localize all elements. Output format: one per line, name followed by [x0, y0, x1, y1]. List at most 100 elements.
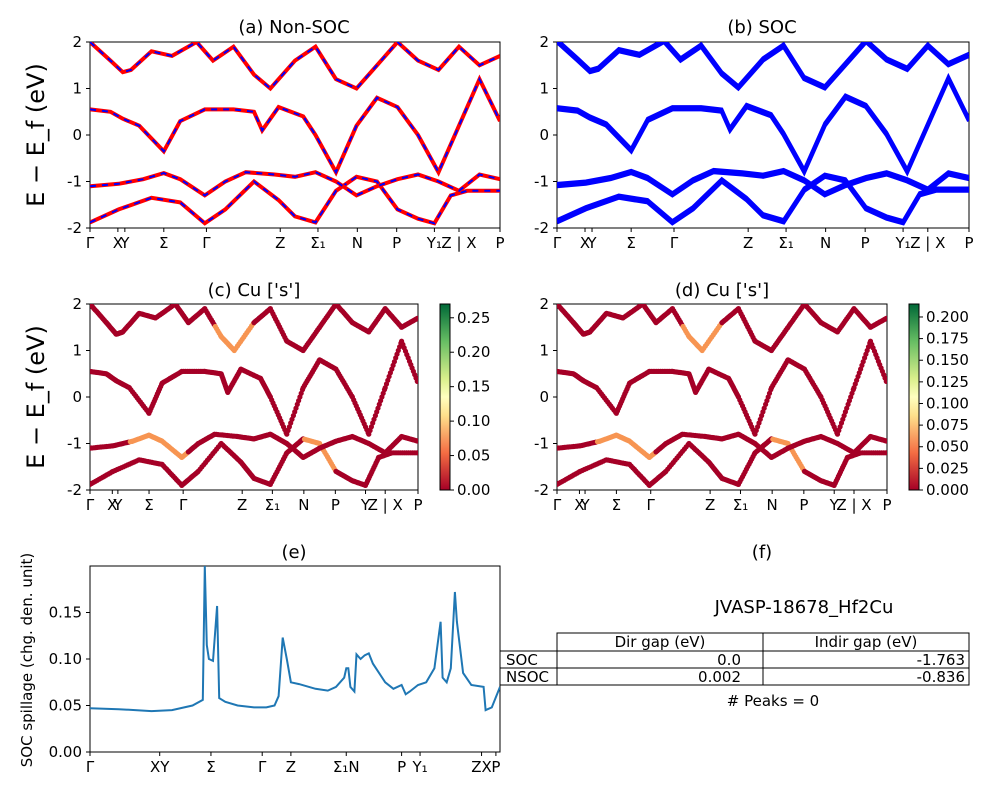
x-tick-label: Σ₁	[310, 234, 326, 252]
projection-point	[883, 315, 887, 321]
y-axis-label-middle: E − E_f (eV)	[22, 325, 50, 469]
colorbar-tick-label: 0.150	[926, 351, 969, 369]
colorbar-tick-label: 0.00	[457, 481, 490, 499]
x-tick-label: Y	[586, 234, 597, 252]
y-tick-label: 1	[539, 342, 549, 360]
panel-b-title: (b) SOC	[727, 17, 796, 38]
table-row-label: SOC	[506, 651, 538, 669]
y-tick-label: -2	[534, 219, 549, 237]
colorbar-tick-label: 0.100	[926, 394, 969, 412]
x-tick-label: Z | X	[441, 234, 476, 252]
x-tick-label: P	[413, 496, 422, 514]
x-tick-label: Z	[743, 234, 753, 252]
panel-f-title: (f)	[752, 542, 772, 563]
y-tick-label: 1	[539, 80, 549, 98]
x-tick-label: XY	[150, 758, 170, 776]
x-tick-label: P	[331, 496, 340, 514]
x-tick-label: P	[882, 496, 891, 514]
x-tick-label: Z | X	[910, 234, 945, 252]
band-line-nonsoc	[90, 42, 500, 92]
colorbar	[439, 303, 451, 491]
x-tick-label: Γ	[179, 496, 188, 514]
x-tick-label: Γ	[258, 758, 267, 776]
x-tick-label: Γ	[86, 758, 95, 776]
x-tick-label: Σ	[159, 234, 168, 252]
x-tick-label: Z	[286, 758, 296, 776]
x-tick-label: Z	[237, 496, 247, 514]
band-line-soc	[557, 174, 969, 226]
x-tick-label: Σ₁	[265, 496, 281, 514]
projection-point	[883, 438, 887, 444]
table-row-label: NSOC	[506, 668, 549, 686]
x-tick-label: Y	[579, 496, 590, 514]
colorbar-tick-label: 0.075	[926, 416, 969, 434]
x-tick-label: Σ	[626, 234, 635, 252]
colorbar-tick-label: 0.20	[457, 343, 490, 361]
table-cell: -0.836	[917, 668, 965, 686]
x-tick-label: Γ	[553, 496, 562, 514]
colorbar	[908, 303, 920, 491]
x-tick-label: X	[107, 496, 117, 514]
y-tick-label: 0.05	[49, 697, 82, 715]
x-tick-label: P	[861, 234, 870, 252]
x-tick-label: Γ	[553, 234, 562, 252]
y-tick-label: 0	[72, 388, 82, 406]
table-title: JVASP-18678_Hf2Cu	[714, 597, 894, 618]
colorbar-tick-label: 0.25	[457, 309, 490, 327]
table-header-indir: Indir gap (eV)	[815, 633, 918, 651]
y-tick-label: -2	[67, 219, 82, 237]
x-tick-label: N	[767, 496, 778, 514]
y-tick-label: 2	[539, 33, 549, 51]
projection-point	[414, 378, 418, 384]
y-tick-label: 2	[72, 295, 82, 313]
y-tick-label: -2	[534, 481, 549, 499]
band-line-soc	[557, 170, 969, 198]
x-tick-label: P	[491, 758, 500, 776]
x-tick-label: P	[495, 234, 504, 252]
panel-d-title: (d) Cu ['s']	[675, 280, 769, 301]
x-tick-label: N	[298, 496, 309, 514]
band-line-soc-overlay	[90, 175, 500, 225]
band-line-soc-split	[557, 167, 969, 195]
band-line-nonsoc	[90, 74, 500, 177]
x-tick-label: Σ	[144, 496, 153, 514]
x-tick-label: Γ	[86, 496, 95, 514]
band-line-soc-overlay	[90, 42, 500, 90]
y-tick-label: 0.00	[49, 743, 82, 761]
x-tick-label: Y₁	[894, 234, 910, 252]
band-line-soc-split	[557, 42, 969, 88]
x-tick-label: Y	[360, 496, 371, 514]
x-tick-label: P	[392, 234, 401, 252]
y-tick-label: 0.10	[49, 650, 82, 668]
gap-table: Dir gap (eV) Indir gap (eV) SOC 0.0 -1.7…	[499, 632, 970, 686]
colorbar-tick-label: 0.000	[926, 481, 969, 499]
colorbar-tick-label: 0.05	[457, 447, 490, 465]
projection-point	[414, 438, 418, 444]
colorbar-tick-label: 0.10	[457, 412, 490, 430]
y-tick-label: -1	[67, 435, 82, 453]
panel-c-title: (c) Cu ['s']	[208, 280, 301, 301]
y-axis-label-spillage: SOC spillage (chg. den. unit)	[18, 553, 36, 768]
x-tick-label: Z	[705, 496, 715, 514]
y-tick-label: 0	[539, 388, 549, 406]
x-tick-label: Σ	[206, 758, 215, 776]
x-tick-label: Σ₁N	[333, 758, 360, 776]
x-tick-label: P	[397, 758, 406, 776]
x-tick-label: Γ	[202, 234, 211, 252]
y-axis-label-top: E − E_f (eV)	[22, 63, 50, 207]
table-cell: 0.002	[698, 668, 741, 686]
y-tick-label: -1	[67, 173, 82, 191]
x-tick-label: Z | X	[836, 496, 871, 514]
colorbar-tick-label: 0.025	[926, 459, 969, 477]
x-tick-label: Y₁	[411, 758, 427, 776]
band-line-soc-overlay	[90, 171, 500, 197]
projection-point	[414, 315, 418, 321]
x-tick-label: Z	[275, 234, 285, 252]
peaks-label: # Peaks = 0	[727, 692, 819, 710]
x-tick-label: N	[352, 234, 363, 252]
x-tick-label: Γ	[670, 234, 679, 252]
projection-point	[883, 450, 887, 456]
x-tick-label: Γ	[86, 234, 95, 252]
band-line-soc-split	[557, 72, 969, 173]
